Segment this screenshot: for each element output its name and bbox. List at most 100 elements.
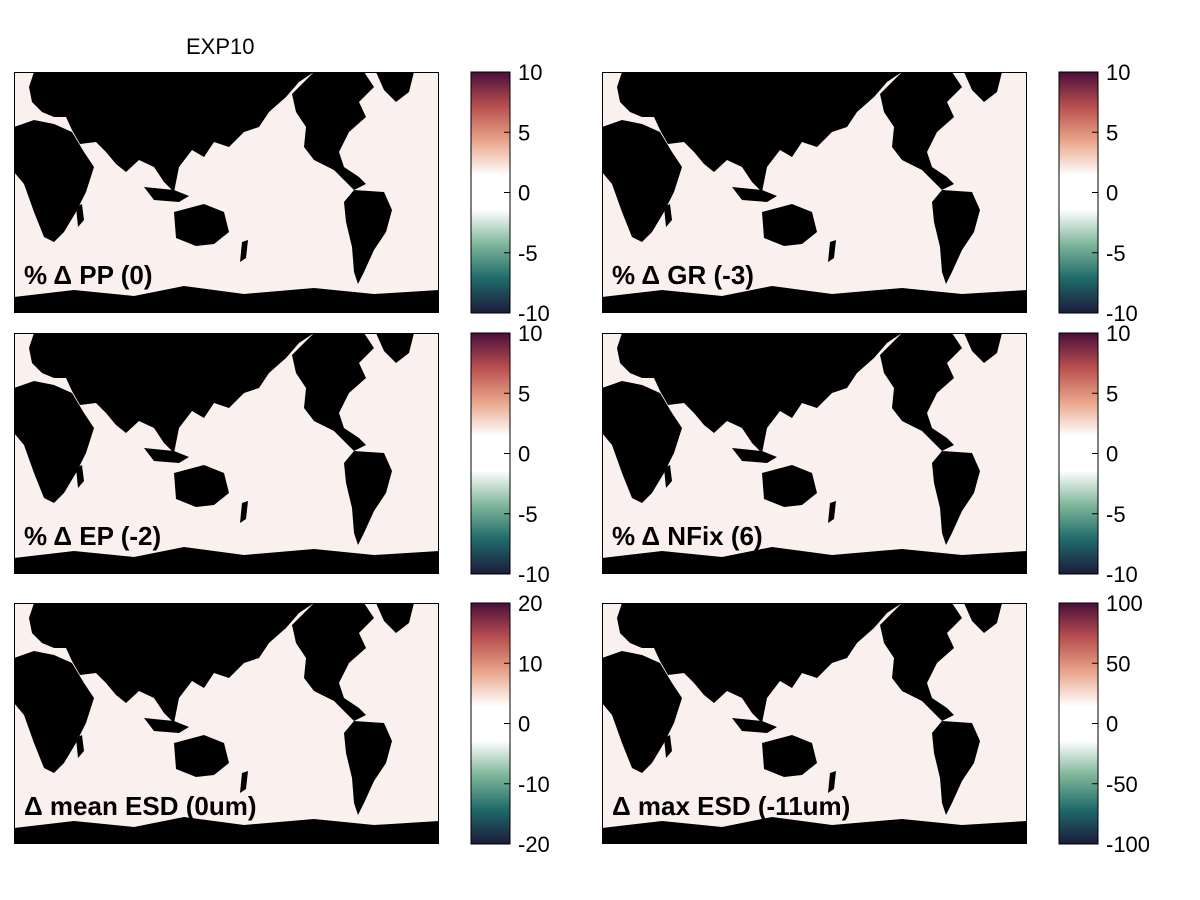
landmass-3 [344,451,392,545]
landmass-7 [732,718,777,733]
landmass-9 [240,240,248,262]
colorbar-gradient [470,332,511,575]
map-frame [14,333,439,574]
landmass-10 [14,286,439,313]
colorbar-tick-label: 0 [1106,181,1118,206]
panel-label: Δ max ESD (-11um) [612,791,850,821]
colorbar-tick-label: 0 [518,181,530,206]
landmass-1 [292,333,374,451]
landmass-6 [664,735,672,758]
landmass-3 [932,190,980,284]
landmass-6 [664,465,672,488]
colorbar-5: 20 10 0 -10 -20 [470,591,550,857]
landmass-2 [376,603,414,633]
map-panel-2: % Δ GR (-3) [602,72,1027,313]
colorbar-tick-label: 0 [518,442,530,467]
colorbar-tick-label: 5 [518,120,530,145]
colorbar-gradient [1058,71,1099,314]
colorbar-tick-label: 5 [1106,381,1118,406]
landmass-5 [602,651,682,773]
landmass-5 [602,381,682,503]
landmass-1 [880,333,962,451]
landmass-8 [762,204,817,246]
panel-label: % Δ NFix (6) [612,521,763,551]
panel-label: Δ mean ESD (0um) [24,791,257,821]
colorbar-tick-label: -10 [1106,562,1138,587]
landmass-4 [617,72,902,192]
colorbar-tick-label: 10 [1106,321,1130,346]
colorbar-tick-label: 10 [518,60,542,85]
landmass-1 [292,603,374,721]
landmass-5 [14,120,94,242]
colorbar-tick-label: 20 [518,591,542,616]
map-frame [14,72,439,313]
landmass-7 [732,187,777,202]
colorbar-tick-label: 5 [518,381,530,406]
colorbar-tick-label: 0 [518,712,530,737]
landmass-5 [14,381,94,503]
landmass-2 [964,72,1002,102]
landmass-4 [29,333,314,453]
map-panel-3: % Δ EP (-2) [14,333,439,574]
map-panel-1: % Δ PP (0) [14,72,439,313]
landmass-9 [828,771,836,793]
colorbar-tick-label: -10 [518,301,550,326]
landmass-9 [240,501,248,523]
landmass-1 [880,72,962,190]
colorbar-gradient [470,71,511,314]
map-frame [602,603,1027,844]
landmass-8 [174,465,229,507]
landmass-9 [828,501,836,523]
colorbar-tick-label: -10 [1106,301,1138,326]
landmass-5 [602,120,682,242]
colorbar-4: 10 5 0 -5 -10 [1058,321,1138,587]
landmass-7 [144,448,189,463]
landmass-9 [240,771,248,793]
colorbar-1: 10 5 0 -5 -10 [470,60,550,326]
landmass-1 [292,72,374,190]
landmass-1 [880,603,962,721]
colorbar-tick-label: 5 [1106,120,1118,145]
map-panel-6: Δ max ESD (-11um) [602,603,1027,844]
colorbar-tick-label: -5 [518,241,538,266]
colorbar-tick-label: -5 [1106,502,1126,527]
landmass-4 [617,603,902,723]
landmass-5 [14,651,94,773]
landmass-4 [29,603,314,723]
landmass-7 [732,448,777,463]
colorbar-gradient [470,602,511,845]
landmass-2 [376,72,414,102]
colorbar-tick-label: -10 [518,562,550,587]
map-frame [602,333,1027,574]
colorbar-tick-label: 10 [518,651,542,676]
colorbar-tick-label: -50 [1106,772,1138,797]
landmass-10 [14,817,439,844]
panel-label: % Δ GR (-3) [612,260,754,290]
map-frame [14,603,439,844]
landmass-2 [376,333,414,363]
colorbar-tick-label: 10 [518,321,542,346]
map-panel-4: % Δ NFix (6) [602,333,1027,574]
colorbar-tick-label: 100 [1106,591,1143,616]
landmass-8 [762,735,817,777]
landmass-2 [964,603,1002,633]
landmass-4 [29,72,314,192]
colorbar-6: 100 50 0 -50 -100 [1058,591,1150,857]
landmass-8 [174,735,229,777]
landmass-3 [932,721,980,815]
colorbar-tick-label: 0 [1106,712,1118,737]
map-panel-5: Δ mean ESD (0um) [14,603,439,844]
colorbar-tick-label: 0 [1106,442,1118,467]
landmass-6 [76,204,84,227]
figure-title: EXP10 [186,34,255,59]
landmass-8 [762,465,817,507]
colorbar-tick-label: -20 [518,832,550,857]
landmass-7 [144,718,189,733]
landmass-6 [76,735,84,758]
colorbar-3: 10 5 0 -5 -10 [470,321,550,587]
landmass-3 [344,721,392,815]
colorbar-gradient [1058,332,1099,575]
landmass-9 [828,240,836,262]
landmass-6 [76,465,84,488]
